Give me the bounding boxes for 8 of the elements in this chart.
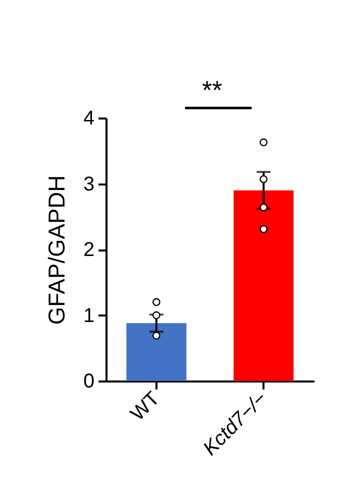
y-tick-label: 3 [83, 173, 94, 196]
y-tick-label: 1 [83, 304, 94, 327]
y-tick-label: 2 [83, 239, 94, 261]
text: ** [202, 75, 222, 105]
y-tick-label: 4 [83, 108, 94, 130]
y-tick-label: 0 [83, 370, 94, 392]
y-axis-title: GFAP/GAPDH [43, 175, 70, 325]
x-tick-label: WT [126, 388, 164, 426]
